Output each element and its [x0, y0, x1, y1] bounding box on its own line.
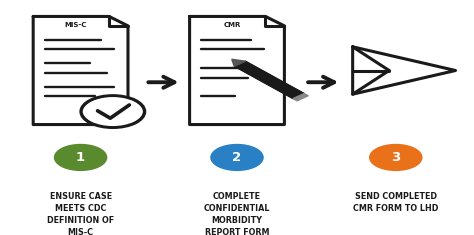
Text: 3: 3 [391, 151, 401, 164]
Circle shape [83, 97, 142, 126]
Circle shape [370, 145, 422, 170]
Polygon shape [293, 94, 308, 101]
Text: ENSURE CASE
MEETS CDC
DEFINITION OF
MIS-C: ENSURE CASE MEETS CDC DEFINITION OF MIS-… [47, 192, 114, 235]
Text: 1: 1 [76, 151, 85, 164]
Text: SEND COMPLETED
CMR FORM TO LHD: SEND COMPLETED CMR FORM TO LHD [353, 192, 438, 213]
Text: 2: 2 [232, 151, 242, 164]
Text: COMPLETE
CONFIDENTIAL
MORBIDITY
REPORT FORM: COMPLETE CONFIDENTIAL MORBIDITY REPORT F… [204, 192, 270, 235]
Circle shape [55, 145, 107, 170]
Circle shape [211, 145, 263, 170]
Text: MIS-C: MIS-C [64, 22, 87, 28]
Polygon shape [232, 59, 246, 66]
Text: CMR: CMR [224, 22, 241, 28]
Polygon shape [234, 61, 304, 98]
